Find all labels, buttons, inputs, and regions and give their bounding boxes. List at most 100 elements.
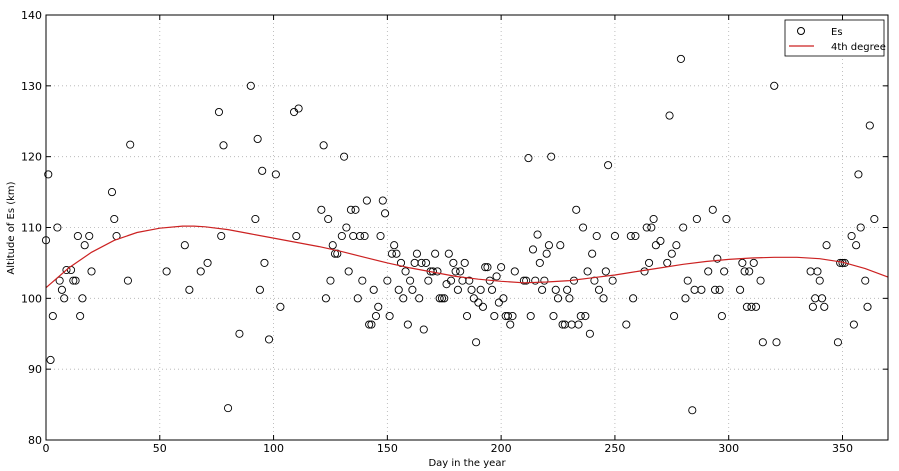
- data-point: [358, 276, 367, 285]
- data-point: [610, 231, 619, 241]
- data-point: [87, 267, 96, 276]
- data-point: [588, 249, 597, 258]
- data-point: [626, 231, 635, 241]
- data-point: [406, 276, 415, 285]
- data-point: [71, 276, 80, 285]
- data-point: [585, 329, 594, 338]
- legend-box: [784, 19, 885, 57]
- data-point: [449, 258, 458, 267]
- data-point: [713, 254, 722, 263]
- data-point: [246, 81, 255, 90]
- data-point: [365, 320, 374, 329]
- data-point: [219, 141, 228, 150]
- data-point: [681, 294, 690, 303]
- data-point: [710, 285, 720, 294]
- data-point: [80, 241, 89, 250]
- data-point: [670, 311, 679, 321]
- data-point: [474, 298, 483, 307]
- data-point: [487, 285, 497, 294]
- data-point: [399, 294, 408, 303]
- data-point: [592, 231, 601, 241]
- x-tick-label: 300: [718, 442, 739, 455]
- data-point: [387, 249, 396, 258]
- data-point: [708, 205, 717, 214]
- data-point: [861, 276, 870, 285]
- data-point: [506, 320, 515, 329]
- x-tick-label: 100: [263, 442, 284, 455]
- data-point: [351, 205, 360, 214]
- data-point: [608, 276, 617, 285]
- data-point: [526, 311, 535, 321]
- data-point: [856, 223, 865, 232]
- data-point: [326, 276, 335, 285]
- data-point: [540, 276, 549, 285]
- data-point: [433, 267, 442, 276]
- data-point: [444, 249, 453, 258]
- legend: Es 4th degree: [784, 19, 886, 57]
- data-point: [53, 223, 62, 232]
- data-point: [260, 258, 269, 267]
- data-point: [217, 231, 226, 241]
- data-point: [583, 267, 592, 276]
- data-point: [656, 236, 665, 246]
- data-point: [346, 205, 355, 214]
- data-point: [852, 241, 861, 250]
- data-point: [396, 258, 406, 267]
- data-point: [849, 320, 858, 329]
- data-point: [453, 285, 462, 294]
- data-point: [817, 294, 827, 303]
- y-tick-label: 110: [21, 222, 42, 235]
- data-point: [355, 231, 365, 241]
- data-point: [360, 231, 369, 241]
- data-point: [456, 267, 465, 276]
- data-point: [60, 294, 69, 303]
- grid-lines: [46, 15, 888, 440]
- data-point: [533, 230, 542, 239]
- data-point: [424, 276, 433, 285]
- data-point: [162, 267, 171, 276]
- data-point: [369, 285, 378, 294]
- data-point: [692, 214, 701, 224]
- data-point: [126, 140, 135, 149]
- data-point: [665, 111, 674, 120]
- data-point: [813, 267, 822, 276]
- data-point: [542, 249, 551, 258]
- data-point: [46, 355, 55, 365]
- legend-es-label: Es: [831, 27, 843, 38]
- data-point: [553, 294, 563, 303]
- data-point: [328, 241, 337, 250]
- data-point: [371, 311, 381, 321]
- data-point: [519, 276, 528, 285]
- x-tick-label: 50: [153, 442, 167, 455]
- data-point: [415, 294, 424, 303]
- data-point: [524, 154, 533, 163]
- data-point: [185, 285, 194, 294]
- data-point: [460, 258, 469, 267]
- data-point: [574, 320, 583, 329]
- legend-fit-label: 4th degree: [831, 42, 886, 53]
- data-point: [412, 249, 421, 258]
- data-point: [465, 276, 474, 285]
- x-tick-label: 250: [604, 442, 625, 455]
- data-point: [758, 338, 767, 347]
- data-point: [756, 276, 765, 285]
- data-point: [629, 294, 638, 303]
- data-point: [271, 170, 280, 179]
- data-point: [722, 214, 731, 224]
- data-point: [378, 196, 387, 205]
- data-point: [494, 298, 503, 307]
- data-point: [374, 302, 383, 311]
- data-point: [483, 263, 492, 272]
- data-point: [435, 294, 444, 303]
- data-point: [863, 302, 872, 311]
- data-point: [478, 302, 487, 311]
- fit-curve-4th-degree: [45, 225, 889, 289]
- data-point: [44, 170, 53, 179]
- data-point: [419, 325, 428, 334]
- data-point: [203, 258, 212, 267]
- data-point: [503, 311, 513, 321]
- data-point: [110, 214, 119, 224]
- data-point: [538, 285, 547, 294]
- x-tick-label: 350: [832, 442, 853, 455]
